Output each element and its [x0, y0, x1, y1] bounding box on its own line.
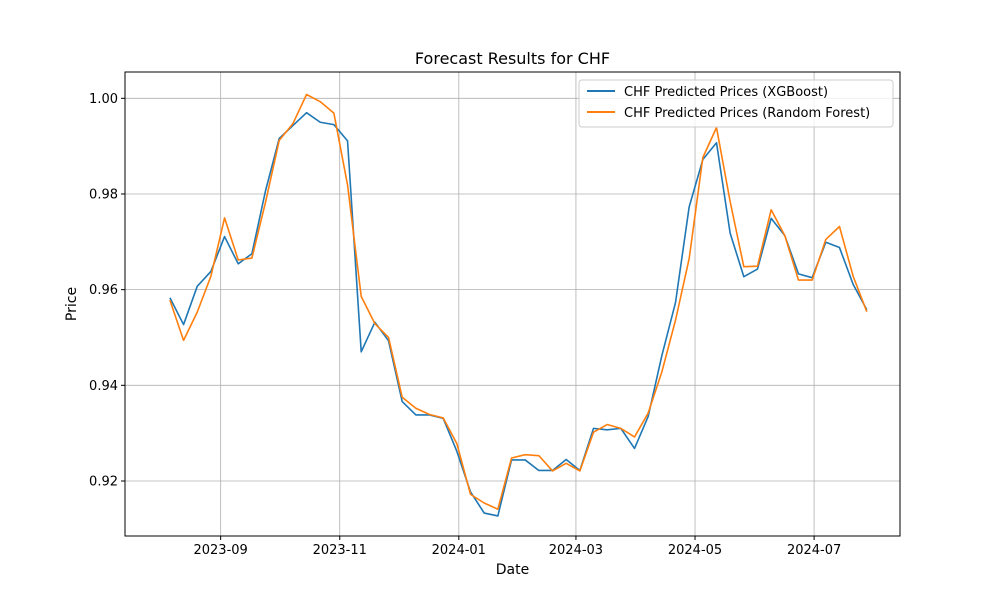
x-tick-label: 2024-03 [549, 543, 603, 558]
x-axis-title: Date [496, 562, 529, 578]
y-tick-label: 0.96 [89, 283, 118, 298]
legend-box [578, 79, 894, 128]
x-tick-label: 2023-09 [193, 543, 247, 558]
x-tick-label: 2023-11 [313, 543, 367, 558]
legend-label-random-forest: CHF Predicted Prices (Random Forest) [624, 106, 870, 121]
legend-label-xgboost: CHF Predicted Prices (XGBoost) [624, 85, 828, 100]
series-line-chf-predicted-prices-random-forest [169, 93, 868, 511]
chart-title: Forecast Results for CHF [415, 49, 610, 68]
x-tick-label: 2024-01 [432, 543, 486, 558]
legend: CHF Predicted Prices (XGBoost) CHF Predi… [578, 79, 894, 128]
y-tick-label: 0.92 [89, 474, 118, 489]
y-tick-label: 0.98 [89, 187, 118, 202]
x-tick-label: 2024-05 [668, 543, 722, 558]
plot-area-frame [124, 71, 901, 537]
y-tick-label: 0.94 [89, 379, 118, 394]
axis-ticks: 2023-09 2023-11 2024-01 2024-03 2024-05 2024-… [89, 92, 841, 558]
x-tick-label: 2024-07 [787, 543, 841, 558]
y-axis-title: Price [64, 287, 80, 321]
y-tick-label: 1.00 [89, 92, 118, 107]
series-lines [169, 93, 868, 517]
